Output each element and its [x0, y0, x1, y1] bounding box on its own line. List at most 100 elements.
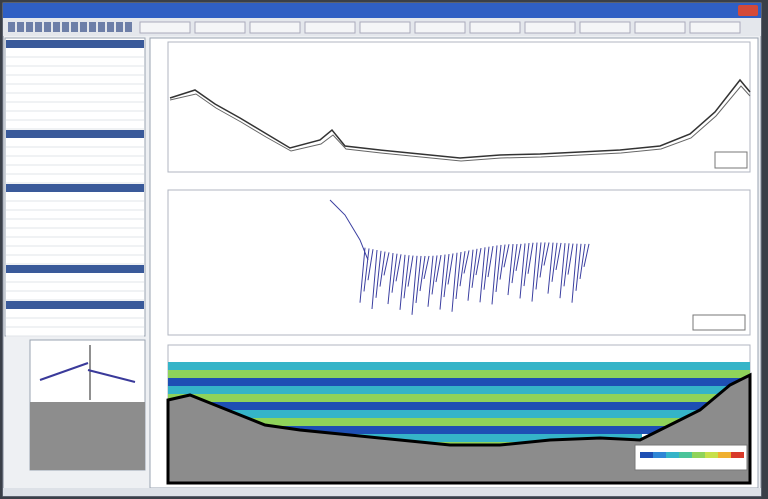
toolbar-button[interactable] [53, 22, 60, 32]
document-tab[interactable] [140, 22, 190, 33]
contour-cell [564, 402, 570, 410]
contour-cell [180, 362, 186, 370]
contour-cell [492, 362, 498, 370]
contour-cell [444, 370, 450, 378]
contour-cell [210, 378, 216, 386]
contour-cell [324, 410, 330, 418]
contour-cell [306, 386, 312, 394]
contour-cell [186, 362, 192, 370]
contour-cell [516, 386, 522, 394]
document-tab[interactable] [525, 22, 575, 33]
contour-cell [450, 370, 456, 378]
contour-cell [252, 394, 258, 402]
contour-cell [696, 386, 702, 394]
contour-cell [702, 386, 708, 394]
contour-cell [288, 386, 294, 394]
contour-cell [408, 370, 414, 378]
contour-cell [588, 410, 594, 418]
contour-cell [426, 378, 432, 386]
contour-cell [258, 378, 264, 386]
contour-cell [546, 378, 552, 386]
contour-cell [222, 378, 228, 386]
contour-cell [654, 418, 660, 426]
contour-cell [282, 386, 288, 394]
toolbar-button[interactable] [107, 22, 114, 32]
contour-cell [462, 410, 468, 418]
contour-cell [294, 370, 300, 378]
contour-cell [414, 418, 420, 426]
section-header [6, 265, 144, 273]
contour-cell [480, 410, 486, 418]
contour-cell [348, 386, 354, 394]
contour-cell [702, 370, 708, 378]
document-tab[interactable] [305, 22, 355, 33]
close-button[interactable] [738, 5, 758, 16]
contour-cell [414, 394, 420, 402]
contour-cell [438, 410, 444, 418]
contour-cell [240, 378, 246, 386]
contour-cell [630, 378, 636, 386]
contour-cell [546, 394, 552, 402]
contour-cell [378, 362, 384, 370]
contour-cell [564, 418, 570, 426]
toolbar-button[interactable] [89, 22, 96, 32]
toolbar-button[interactable] [26, 22, 33, 32]
contour-cell [648, 418, 654, 426]
contour-cell [708, 378, 714, 386]
document-tab[interactable] [690, 22, 740, 33]
document-tab[interactable] [635, 22, 685, 33]
contour-cell [438, 418, 444, 426]
toolbar-button[interactable] [35, 22, 42, 32]
toolbar-button[interactable] [8, 22, 15, 32]
section-header [6, 184, 144, 192]
contour-cell [618, 386, 624, 394]
contour-cell [582, 418, 588, 426]
document-tab[interactable] [250, 22, 300, 33]
contour-cell [576, 362, 582, 370]
toolbar-button[interactable] [125, 22, 132, 32]
contour-cell [600, 394, 606, 402]
toolbar-button[interactable] [80, 22, 87, 32]
contour-cell [318, 378, 324, 386]
contour-cell [186, 370, 192, 378]
document-tab[interactable] [580, 22, 630, 33]
toolbar-button[interactable] [62, 22, 69, 32]
contour-cell [654, 394, 660, 402]
contour-cell [180, 378, 186, 386]
contour-cell [480, 370, 486, 378]
contour-cell [324, 402, 330, 410]
contour-cell [522, 410, 528, 418]
contour-cell [510, 370, 516, 378]
contour-cell [570, 402, 576, 410]
document-tab[interactable] [360, 22, 410, 33]
contour-cell [408, 386, 414, 394]
contour-cell [630, 402, 636, 410]
contour-cell [384, 386, 390, 394]
contour-cell [270, 378, 276, 386]
contour-cell [618, 402, 624, 410]
document-tab[interactable] [470, 22, 520, 33]
toolbar-button[interactable] [98, 22, 105, 32]
contour-cell [678, 378, 684, 386]
contour-cell [408, 378, 414, 386]
document-tab[interactable] [195, 22, 245, 33]
contour-cell [444, 402, 450, 410]
toolbar-button[interactable] [17, 22, 24, 32]
contour-cell [480, 426, 486, 434]
document-tab[interactable] [415, 22, 465, 33]
toolbar-button[interactable] [116, 22, 123, 32]
contour-cell [522, 394, 528, 402]
contour-cell [180, 386, 186, 394]
contour-cell [540, 418, 546, 426]
contour-cell [408, 418, 414, 426]
contour-cell [276, 410, 282, 418]
contour-cell [420, 418, 426, 426]
toolbar-button[interactable] [44, 22, 51, 32]
contour-cell [558, 402, 564, 410]
contour-cell [708, 386, 714, 394]
contour-cell [690, 402, 696, 410]
contour-cell [648, 410, 654, 418]
contour-cell [312, 410, 318, 418]
contour-cell [624, 378, 630, 386]
toolbar-button[interactable] [71, 22, 78, 32]
